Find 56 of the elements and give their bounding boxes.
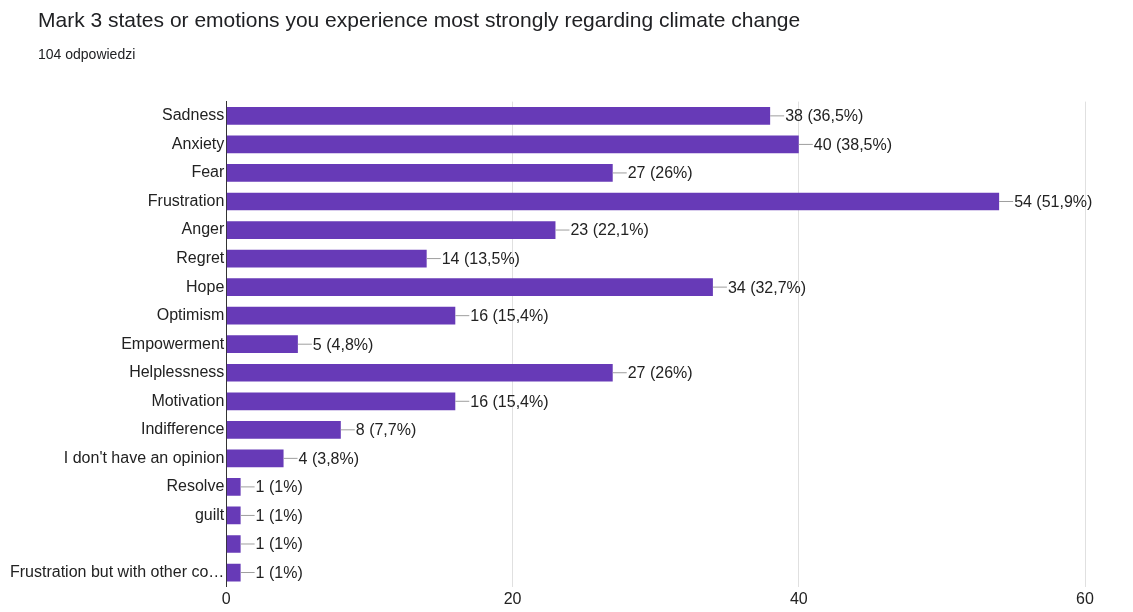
data-label: 14 (13,5%) [441,249,520,267]
y-tick-label: Indifference [140,420,225,438]
data-label: 1 (1%) [255,563,303,581]
y-tick-label: I don't have an opinion [63,448,225,466]
chart-title: Mark 3 states or emotions you experience most strongly regarding climate change [38,8,801,32]
bar [226,192,1000,211]
bar [226,563,241,582]
data-label: 4 (3,8%) [298,449,360,467]
data-label: 38 (36,5%) [785,107,864,125]
data-label: 5 (4,8%) [312,335,374,353]
bar [226,221,556,239]
bar [226,449,284,468]
y-tick-label: Motivation [151,391,225,409]
bar [226,478,241,496]
data-label: 8 (7,7%) [355,421,417,439]
bar [226,278,713,296]
y-tick-label: Sadness [162,106,225,124]
bar [226,506,241,525]
y-tick-label: Regret [176,248,225,266]
data-label: 34 (32,7%) [727,278,807,296]
data-label: 27 (26%) [627,364,693,382]
data-label: 1 (1%) [255,478,303,496]
x-tick-label: 0 [221,589,231,607]
y-tick-label: Optimism [156,306,225,324]
data-label: 27 (26%) [627,164,693,182]
data-label: 54 (51,9%) [1014,192,1093,210]
y-tick-label: Helplessness [129,363,225,381]
y-tick-label: Fear [191,163,225,181]
bar [226,135,799,154]
x-tick-label: 60 [1076,589,1094,607]
y-tick-label: Empowerment [121,334,225,352]
data-label: 16 (15,4%) [470,307,549,325]
y-tick-label: guilt [194,505,225,523]
y-tick-label: Anxiety [171,134,225,152]
data-label: 1 (1%) [255,535,303,553]
bar [226,107,771,125]
x-tick-label: 20 [503,589,522,607]
data-label: 40 (38,5%) [813,135,893,153]
text: 104 odpowiedzi [38,46,136,62]
x-tick-label: 40 [789,589,808,607]
data-label: 1 (1%) [255,506,303,524]
y-tick-label: Resolve [166,477,225,495]
bar [226,335,298,354]
data-label: 23 (22,1%) [570,221,649,239]
bar [226,363,613,382]
bar [226,164,613,182]
y-tick-label: Frustration [147,191,225,209]
bar [226,249,427,268]
y-tick-label: Hope [186,277,225,295]
bar [226,306,456,325]
bar [226,420,341,439]
data-label: 16 (15,4%) [470,392,549,410]
bar [226,392,456,411]
y-tick-label: Frustration but with other co… [10,562,225,580]
bar [226,535,241,553]
y-tick-label: Anger [181,220,225,238]
